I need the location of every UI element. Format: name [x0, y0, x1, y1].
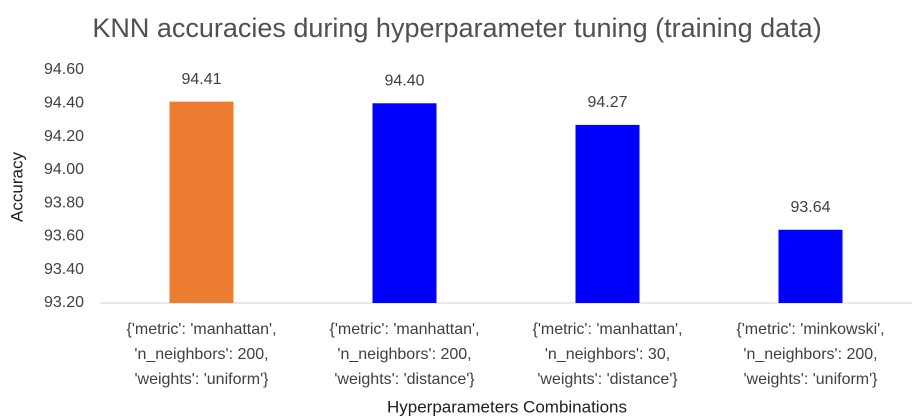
bar [169, 101, 234, 303]
x-tick-label: 'weights': 'distance'} [334, 371, 475, 388]
x-tick-label: 'weights': 'uniform'} [743, 371, 878, 388]
bar [372, 103, 437, 304]
y-tick-label: 94.40 [44, 95, 84, 112]
chart-title: KNN accuracies during hyperparameter tun… [92, 13, 821, 43]
y-axis-title: Accuracy [7, 152, 26, 222]
data-label: 94.40 [384, 73, 424, 90]
bar [575, 124, 640, 304]
data-label: 93.64 [790, 199, 830, 216]
x-tick-label: 'weights': 'distance'} [537, 371, 678, 388]
y-tick-label: 93.40 [44, 261, 84, 278]
x-tick-label: 'n_neighbors': 200, [134, 346, 268, 363]
y-tick-label: 93.80 [44, 194, 84, 211]
x-tick-label: {'metric': 'minkowski', [736, 321, 884, 338]
y-tick-label: 93.60 [44, 228, 84, 245]
x-tick-label: 'n_neighbors': 200, [743, 346, 877, 363]
y-tick-label: 94.00 [44, 161, 84, 178]
y-tick-label: 93.20 [44, 294, 84, 311]
x-tick-label: {'metric': 'manhattan', [126, 321, 276, 338]
data-label: 94.41 [181, 71, 221, 88]
x-tick-label: 'weights': 'uniform'} [134, 371, 269, 388]
x-tick-label: {'metric': 'manhattan', [532, 321, 682, 338]
y-tick-label: 94.60 [44, 61, 84, 78]
bar [778, 229, 843, 303]
x-tick-label: {'metric': 'manhattan', [329, 321, 479, 338]
x-axis-title: Hyperparameters Combinations [387, 397, 627, 416]
x-tick-label: 'n_neighbors': 30, [545, 346, 670, 363]
x-tick-label: 'n_neighbors': 200, [337, 346, 471, 363]
data-label: 94.27 [587, 94, 627, 111]
y-tick-label: 94.20 [44, 128, 84, 145]
